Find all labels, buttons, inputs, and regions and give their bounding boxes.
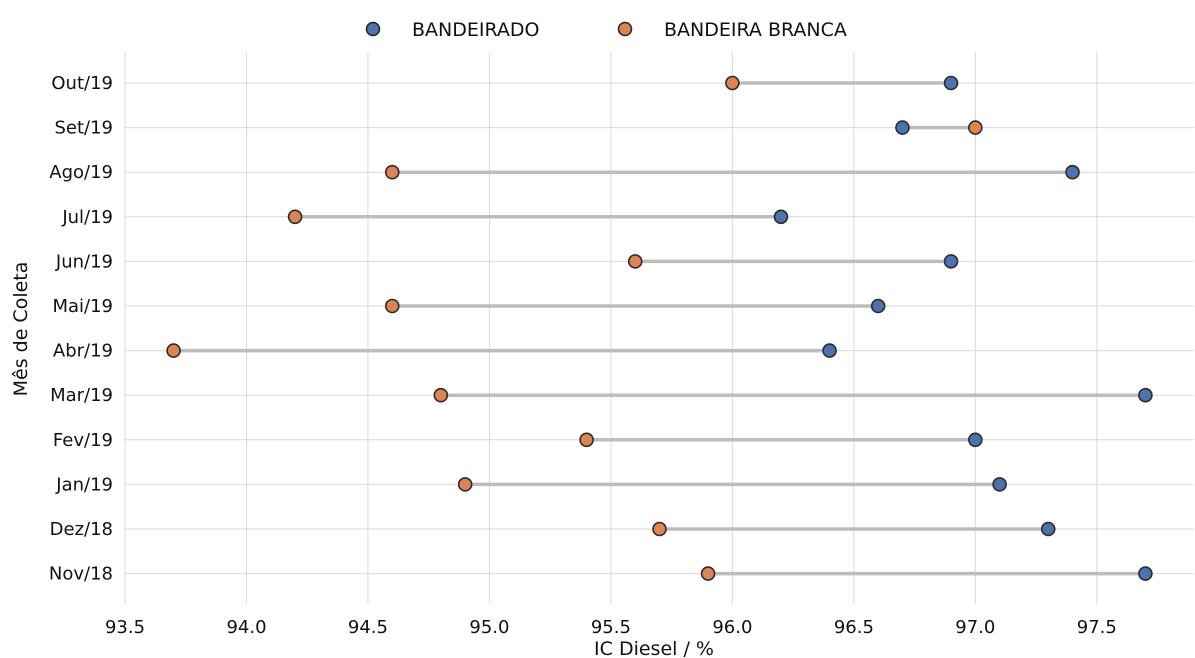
- point-bandeirado: [1138, 566, 1153, 581]
- x-tick-label: 95.5: [591, 617, 631, 638]
- x-tick-label: 94.0: [226, 617, 266, 638]
- legend-marker-bandeirado: [365, 21, 381, 37]
- y-tick-labels: Out/19 Set/19 Ago/19 Jul/19 Jun/19 Mai/19 Abr/…: [49, 73, 113, 585]
- point-bandeira-branca: [384, 164, 400, 180]
- legend: BANDEIRADO BANDEIRA BRANCA: [365, 19, 847, 41]
- point-bandeira-branca: [384, 298, 400, 314]
- y-tick-label: Abr/19: [53, 341, 113, 362]
- data-points: [166, 75, 1153, 581]
- point-bandeirado: [1040, 521, 1056, 537]
- y-axis-label: Mês de Coleta: [10, 262, 32, 397]
- y-tick-label: Mai/19: [52, 296, 113, 317]
- point-bandeira-branca: [579, 432, 594, 448]
- y-tick-label: Jul/19: [61, 207, 113, 228]
- legend-marker-bandeira-branca: [617, 21, 633, 37]
- point-bandeirado: [870, 298, 886, 314]
- y-tick-label: Mar/19: [50, 385, 113, 406]
- point-bandeira-branca: [166, 343, 181, 358]
- y-tick-label: Set/19: [54, 118, 113, 139]
- y-tick-label: Nov/18: [49, 564, 113, 585]
- y-tick-label: Fev/19: [53, 430, 113, 451]
- point-bandeirado: [943, 254, 959, 269]
- point-bandeirado: [992, 477, 1007, 492]
- point-bandeirado: [1138, 387, 1153, 403]
- point-bandeirado: [822, 343, 837, 358]
- legend-label-bandeira-branca: BANDEIRA BRANCA: [664, 19, 847, 41]
- point-bandeira-branca: [627, 254, 643, 269]
- x-tick-label: 97.0: [955, 617, 995, 638]
- y-tick-label: Jan/19: [55, 474, 113, 495]
- point-bandeira-branca: [457, 477, 473, 492]
- connectors: [173, 81, 1146, 576]
- y-tick-label: Out/19: [51, 73, 113, 94]
- point-bandeira-branca: [652, 521, 667, 537]
- point-bandeirado: [968, 432, 983, 448]
- y-tick-label: Jun/19: [55, 251, 113, 272]
- point-bandeira-branca: [287, 209, 303, 225]
- point-bandeirado: [1065, 164, 1080, 180]
- grid: [124, 52, 1194, 604]
- legend-label-bandeirado: BANDEIRADO: [412, 19, 540, 41]
- point-bandeirado: [943, 75, 959, 91]
- x-axis-label: IC Diesel / %: [594, 638, 714, 658]
- y-tick-label: Ago/19: [49, 162, 113, 183]
- point-bandeirado: [773, 209, 789, 225]
- x-tick-labels: 93.5 94.0 94.5 95.0 95.5 96.0 96.5 97.0 97.5: [105, 617, 1117, 638]
- point-bandeira-branca: [700, 566, 716, 581]
- x-tick-label: 97.5: [1077, 617, 1117, 638]
- point-bandeira-branca: [968, 120, 983, 135]
- point-bandeira-branca: [433, 387, 449, 403]
- x-tick-label: 96.5: [834, 617, 874, 638]
- y-tick-label: Dez/18: [50, 519, 113, 540]
- x-tick-label: 93.5: [105, 617, 145, 638]
- x-tick-label: 96.0: [712, 617, 752, 638]
- point-bandeira-branca: [725, 75, 740, 91]
- x-tick-label: 94.5: [348, 617, 388, 638]
- x-tick-label: 95.0: [469, 617, 509, 638]
- point-bandeirado: [895, 120, 910, 135]
